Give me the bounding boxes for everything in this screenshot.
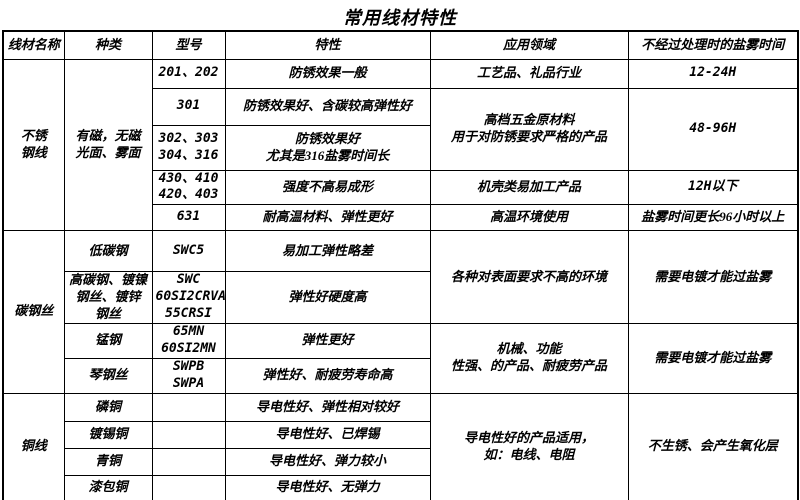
cell-model: SWPB SWPA — [151, 357, 226, 394]
cell-application: 工艺品、礼品行业 — [429, 58, 629, 89]
cell-model: 302、303 304、316 — [151, 124, 226, 171]
cell-model — [151, 420, 226, 449]
col-header-model: 型号 — [151, 30, 226, 60]
table-row: 631 耐高温材料、弹性更好 高温环境使用 盐雾时间更长96小时以上 — [3, 204, 799, 232]
cell-kind: 琴钢丝 — [63, 357, 153, 394]
cell-material-name: 不锈 钢线 — [2, 58, 65, 232]
header-row: 线材名称 种类 型号 特性 应用领域 不经过处理时的盐雾时间 — [2, 30, 799, 60]
cell-kind: 高碳钢、镀镍 钢丝、镀锌 钢丝 — [63, 271, 153, 324]
col-header-feature: 特性 — [224, 30, 431, 60]
cell-feature: 防锈效果好 尤其是316盐雾时间长 — [224, 124, 431, 171]
cell-salt-spray-time: 12H以下 — [627, 169, 799, 206]
cell-feature: 防锈效果好、含碳较高弹性好 — [224, 87, 431, 126]
cell-material-name: 碳钢丝 — [2, 230, 65, 394]
cell-feature: 弹性更好 — [224, 322, 431, 359]
cell-salt-spray-time: 12-24H — [627, 58, 799, 89]
cell-kind: 镀锡铜 — [63, 420, 153, 449]
cell-kind: 低碳钢 — [63, 230, 153, 273]
table-row: 铜线 磷铜 导电性好、弹性相对较好 导电性好的产品适用， 如：电线、电阻 不生锈… — [2, 392, 799, 500]
cell-feature: 导电性好、无弹力 — [224, 474, 431, 500]
cell-kind: 锰钢 — [63, 322, 153, 359]
cell-salt-spray-time: 盐雾时间更长96小时以上 — [627, 204, 799, 232]
table-row: 漆包铜 导电性好、无弹力 — [3, 474, 798, 500]
cell-model: 201、202 — [151, 58, 226, 89]
col-header-kind: 种类 — [63, 30, 153, 60]
table-row: 琴钢丝 SWPB SWPA 弹性好、耐疲劳寿命高 — [3, 357, 798, 394]
table-row: 不锈 钢线 有磁，无磁 光面、雾面 201、202 防锈效果一般 工艺品、礼品行… — [2, 58, 799, 232]
cell-model — [151, 474, 226, 500]
cell-application: 高温环境使用 — [429, 204, 629, 232]
cell-salt-spray-time: 48-96H — [627, 87, 799, 171]
cell-model: 65MN 60SI2MN — [151, 322, 226, 359]
cell-model: 301 — [151, 87, 226, 126]
cell-feature: 导电性好、弹性相对较好 — [224, 392, 431, 422]
cell-feature: 弹性好、耐疲劳寿命高 — [224, 357, 431, 394]
cell-model: 430、410 420、403 — [151, 169, 226, 206]
table-row: 锰钢 65MN 60SI2MN 弹性更好 机械、功能 性强、的产品、耐疲劳产品 … — [3, 322, 799, 394]
wire-characteristics-table: 线材名称 种类 型号 特性 应用领域 不经过处理时的盐雾时间 不锈 钢线 有磁，… — [2, 30, 799, 500]
cell-feature: 强度不高易成形 — [224, 169, 431, 206]
cell-kind: 磷铜 — [63, 392, 153, 422]
cell-kind: 青铜 — [63, 447, 153, 476]
cell-material-name: 铜线 — [2, 392, 65, 500]
cell-feature: 耐高温材料、弹性更好 — [224, 204, 431, 232]
table-row: 301 防锈效果好、含碳较高弹性好 高档五金原材料 用于对防锈要求严格的产品 4… — [3, 87, 799, 171]
cell-model: SWC 60SI2CRVA、 55CRSI — [151, 271, 226, 324]
table-title: 常用线材特性 — [343, 8, 457, 28]
table-row: 镀锡铜 导电性好、已焊锡 — [3, 420, 798, 449]
cell-application: 导电性好的产品适用， 如：电线、电阻 — [429, 392, 629, 500]
cell-kind: 有磁，无磁 光面、雾面 — [63, 58, 153, 232]
cell-application: 机械、功能 性强、的产品、耐疲劳产品 — [429, 322, 629, 394]
table-row: 302、303 304、316 防锈效果好 尤其是316盐雾时间长 — [3, 124, 798, 171]
cell-model: 631 — [151, 204, 226, 232]
cell-kind: 漆包铜 — [63, 474, 153, 500]
table-row: 高碳钢、镀镍 钢丝、镀锌 钢丝 SWC 60SI2CRVA、 55CRSI 弹性… — [3, 271, 798, 324]
cell-feature: 弹性好硬度高 — [224, 271, 431, 324]
cell-application: 机壳类易加工产品 — [429, 169, 629, 206]
cell-model — [151, 392, 226, 422]
cell-salt-spray-time: 需要电镀才能过盐雾 — [627, 322, 799, 394]
cell-feature: 导电性好、已焊锡 — [224, 420, 431, 449]
table-row: 碳钢丝 低碳钢 SWC5 易加工弹性略差 各种对表面要求不高的环境 需要电镀才能… — [2, 230, 799, 394]
table-row: 430、410 420、403 强度不高易成形 机壳类易加工产品 12H以下 — [3, 169, 799, 206]
col-header-salt-spray: 不经过处理时的盐雾时间 — [627, 30, 799, 60]
cell-feature: 导电性好、弹力较小 — [224, 447, 431, 476]
cell-salt-spray-time: 需要电镀才能过盐雾 — [627, 230, 799, 324]
cell-model — [151, 447, 226, 476]
cell-feature: 易加工弹性略差 — [224, 230, 431, 273]
table-row: 青铜 导电性好、弹力较小 — [3, 447, 798, 476]
cell-model: SWC5 — [151, 230, 226, 273]
cell-salt-spray-time: 不生锈、会产生氧化层 — [627, 392, 799, 500]
col-header-material-name: 线材名称 — [2, 30, 65, 60]
cell-feature: 防锈效果一般 — [224, 58, 431, 89]
cell-application: 各种对表面要求不高的环境 — [429, 230, 629, 324]
cell-application: 高档五金原材料 用于对防锈要求严格的产品 — [429, 87, 629, 171]
col-header-application: 应用领域 — [429, 30, 629, 60]
